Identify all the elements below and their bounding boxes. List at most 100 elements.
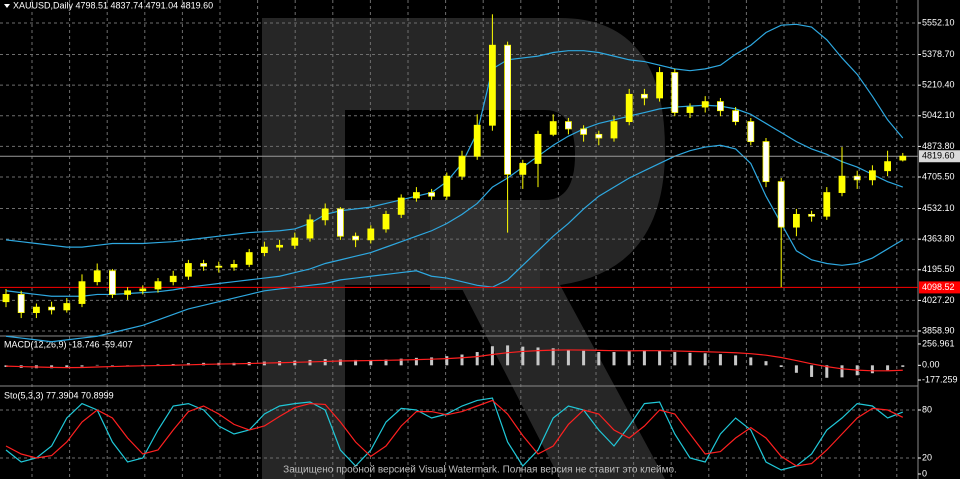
candle-body bbox=[78, 281, 86, 304]
macd-bar bbox=[399, 358, 403, 366]
candle-body bbox=[853, 175, 861, 181]
candle-body bbox=[777, 181, 785, 228]
level-label-box bbox=[919, 281, 960, 294]
y-tick-label: 80 bbox=[922, 404, 932, 414]
candle-body bbox=[336, 208, 344, 237]
candle-body bbox=[139, 288, 147, 292]
bollinger-band bbox=[5, 23, 904, 248]
candle-body bbox=[838, 175, 846, 193]
candle-body bbox=[306, 219, 314, 239]
candle-body bbox=[245, 252, 253, 265]
macd-bar bbox=[840, 365, 844, 378]
macd-bar bbox=[886, 365, 890, 371]
macd-bar bbox=[521, 346, 525, 366]
candle-body bbox=[656, 72, 663, 99]
candle-body bbox=[504, 44, 512, 175]
candle-body bbox=[534, 133, 542, 164]
macd-bar bbox=[536, 347, 540, 366]
candle-body bbox=[93, 270, 101, 283]
candle-body bbox=[260, 246, 268, 253]
candle-body bbox=[565, 121, 572, 130]
candle-body bbox=[124, 290, 131, 295]
y-tick-label: 20 bbox=[922, 452, 932, 462]
macd-bar bbox=[734, 355, 738, 366]
candle-body bbox=[2, 294, 10, 303]
macd-bar bbox=[156, 364, 160, 366]
macd-bar bbox=[338, 359, 342, 366]
macd-bar bbox=[414, 357, 418, 366]
candle-body bbox=[230, 264, 238, 268]
candle-body bbox=[33, 306, 40, 314]
stochastic-line bbox=[5, 397, 904, 471]
y-tick-label: 5378.70 bbox=[922, 49, 955, 59]
candle-body bbox=[595, 133, 603, 139]
y-tick-label: 4873.80 bbox=[922, 141, 955, 151]
candle-body bbox=[428, 192, 436, 197]
macd-bar bbox=[551, 348, 555, 366]
y-tick-label: 0 bbox=[922, 468, 927, 478]
macd-bar bbox=[460, 354, 464, 366]
macd-bar bbox=[901, 365, 905, 367]
macd-bar bbox=[627, 351, 631, 366]
macd-signal-line bbox=[5, 349, 903, 372]
macd-bar bbox=[95, 364, 99, 366]
macd-bar bbox=[80, 365, 84, 367]
candle-body bbox=[276, 244, 284, 248]
macd-bar bbox=[110, 365, 114, 366]
macd-bar bbox=[445, 356, 449, 366]
macd-bar bbox=[475, 352, 479, 366]
candle-body bbox=[169, 275, 177, 283]
candle-body bbox=[869, 170, 876, 181]
sto-header: Sto(5,3,3) 77.3904 70.8999 bbox=[4, 390, 114, 400]
candle-body bbox=[625, 93, 633, 123]
candle-body bbox=[412, 192, 420, 199]
y-tick-label: 5210.40 bbox=[922, 80, 955, 90]
candle-body bbox=[458, 155, 466, 177]
y-tick-label: 5552.10 bbox=[922, 17, 955, 27]
macd-bar bbox=[597, 352, 601, 366]
macd-bar bbox=[870, 365, 874, 374]
macd-bar bbox=[825, 365, 829, 378]
current-price-box bbox=[919, 150, 960, 163]
candle-body bbox=[717, 101, 724, 112]
macd-bar bbox=[658, 350, 662, 366]
candle-body bbox=[686, 106, 694, 113]
macd-bar bbox=[323, 359, 327, 366]
candle-body bbox=[732, 110, 739, 123]
macd-bar bbox=[566, 349, 570, 366]
candle-body bbox=[352, 235, 360, 241]
candle-body bbox=[63, 303, 71, 311]
y-tick-label: -177.259 bbox=[922, 374, 958, 384]
grid bbox=[0, 0, 918, 479]
candle-body bbox=[808, 213, 815, 217]
candle-body bbox=[701, 101, 709, 108]
candle-body bbox=[641, 93, 648, 99]
candle-body bbox=[109, 270, 116, 295]
bollinger-band bbox=[5, 104, 904, 297]
candle-body bbox=[488, 44, 496, 126]
macd-bar bbox=[703, 353, 707, 366]
candle-body bbox=[549, 121, 557, 135]
candle-body bbox=[884, 161, 891, 172]
macd-bar bbox=[50, 365, 54, 369]
candle-body bbox=[48, 306, 55, 311]
y-tick-label: 4195.50 bbox=[922, 264, 955, 274]
candle-body bbox=[17, 294, 25, 314]
macd-bar bbox=[718, 354, 722, 366]
candle-body bbox=[580, 128, 587, 135]
y-tick-label: 5042.10 bbox=[922, 110, 955, 120]
candle-body bbox=[899, 155, 907, 161]
macd-bar bbox=[65, 365, 69, 368]
candle-body bbox=[762, 141, 770, 183]
macd-bar bbox=[308, 359, 312, 366]
bollinger-band bbox=[5, 144, 904, 343]
macd-bar bbox=[688, 352, 692, 366]
macd-bar bbox=[642, 350, 646, 366]
candle-body bbox=[154, 281, 162, 290]
macd-bar bbox=[810, 365, 814, 377]
macd-bar bbox=[506, 345, 510, 366]
macd-bar bbox=[612, 352, 616, 366]
candle-body bbox=[443, 175, 451, 197]
candle-body bbox=[823, 192, 831, 217]
